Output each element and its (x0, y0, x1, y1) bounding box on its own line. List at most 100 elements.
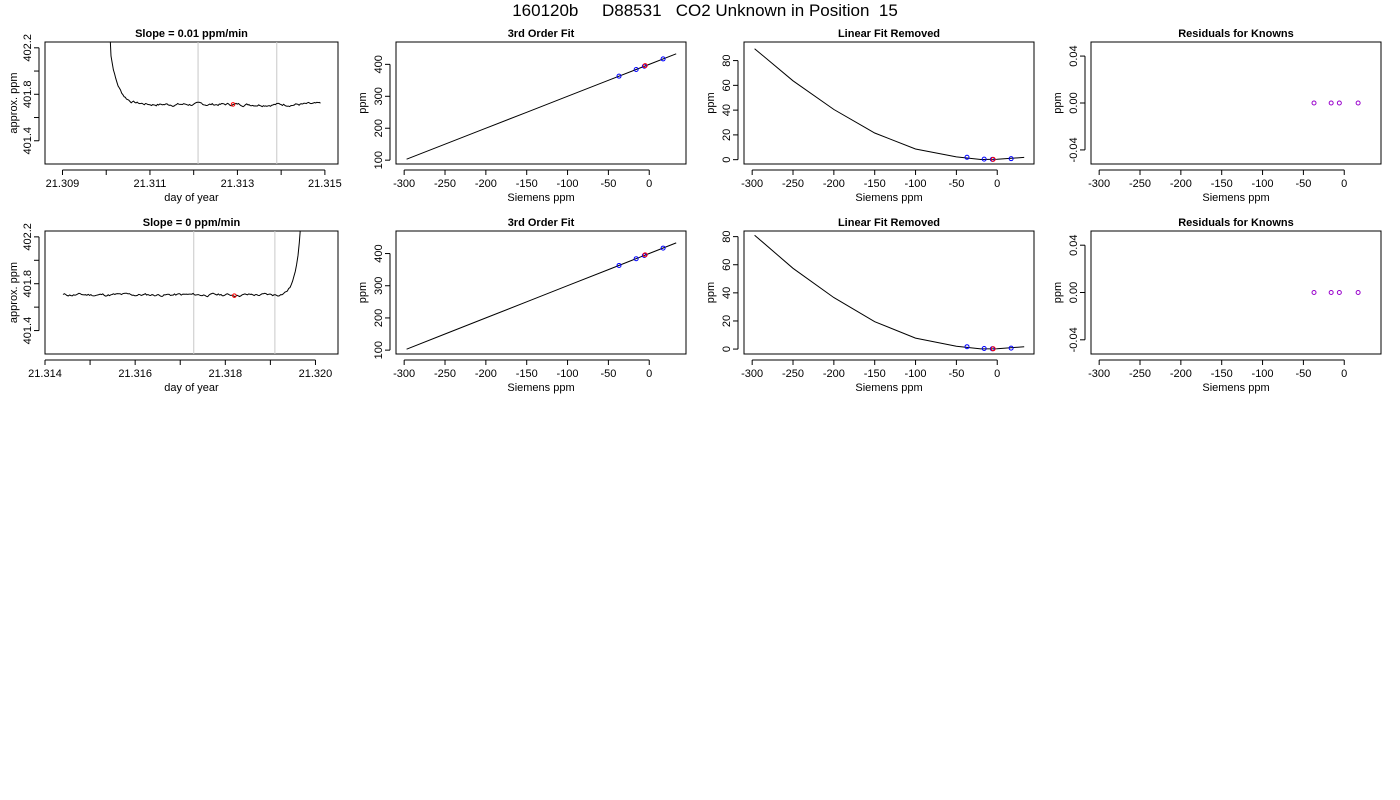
x-tick-label: -300 (393, 178, 415, 190)
x-tick-label: 21.315 (308, 178, 342, 190)
known-point (1355, 100, 1361, 106)
ppm-trace (109, 42, 321, 108)
x-tick-label: 21.309 (46, 178, 80, 190)
plot-frame (1090, 41, 1382, 165)
y-tick-label: 40 (721, 104, 733, 116)
panel-res-top: Residuals for Knowns -300 -250 -200 -150 -100… (1052, 28, 1382, 204)
y-tick-label: 402.2 (22, 223, 34, 251)
x-axis-label: Siemens ppm (1202, 192, 1269, 204)
x-tick-label: 21.313 (221, 178, 255, 190)
plot-frame (44, 41, 339, 165)
known-point (1355, 290, 1361, 295)
y-tick-label: 0.00 (1068, 92, 1080, 113)
x-tick-label: -100 (1252, 368, 1274, 380)
plot-area (1311, 290, 1361, 295)
x-tick-label: -250 (1129, 368, 1151, 380)
fit-curve (754, 48, 1025, 161)
panel-title: Linear Fit Removed (838, 28, 940, 40)
y-axis-label: ppm (357, 282, 369, 303)
known-point (1328, 290, 1334, 295)
known-point (1008, 345, 1014, 351)
known-point (660, 56, 666, 62)
plot-area (406, 242, 677, 350)
panel-title: Slope = 0 ppm/min (143, 217, 241, 229)
y-tick-label: 60 (721, 259, 733, 271)
panel-fit-bottom: 3rd Order Fit -300 -250 -200 -150 -100 -50 0 Sie… (357, 217, 687, 394)
unknown-point (990, 346, 996, 352)
x-axis-label: day of year (164, 382, 219, 394)
y-axis-label: ppm (357, 92, 369, 113)
y-tick-label: 100 (373, 151, 385, 169)
sample-marker (232, 293, 237, 298)
fit-curve (406, 53, 677, 160)
plot-frame (395, 230, 687, 355)
panel-lin-bottom: Linear Fit Removed -300 -250 -200 -150 -100 -5… (705, 217, 1035, 394)
sample-marker (230, 102, 236, 107)
unknown-point (642, 252, 648, 258)
plot-frame (395, 41, 687, 165)
known-point (616, 262, 622, 268)
y-tick-label: 0.00 (1068, 282, 1080, 303)
x-tick-label: -250 (434, 368, 456, 380)
x-tick-label: -100 (557, 368, 579, 380)
x-tick-label: -250 (782, 368, 804, 380)
x-tick-label: -50 (600, 178, 616, 190)
x-axis-label: Siemens ppm (1202, 382, 1269, 394)
y-tick-label: 60 (721, 79, 733, 91)
x-tick-label: -50 (600, 368, 616, 380)
x-axis-label: Siemens ppm (507, 382, 574, 394)
x-tick-label: -50 (1295, 178, 1311, 190)
x-axis-label: Siemens ppm (855, 382, 922, 394)
y-tick-label: 400 (373, 55, 385, 73)
known-point (964, 154, 970, 160)
x-tick-label: -150 (516, 368, 538, 380)
plot-area (406, 53, 677, 160)
panel-title: Residuals for Knowns (1178, 28, 1294, 40)
x-tick-label: 21.318 (208, 368, 242, 380)
plot-area (754, 48, 1025, 162)
x-tick-label: 0 (994, 368, 1000, 380)
x-tick-label: 21.320 (299, 368, 333, 380)
y-axis-label: ppm (1052, 282, 1064, 303)
known-point (616, 73, 622, 79)
fit-curve (406, 242, 677, 350)
y-tick-label: 400 (373, 244, 385, 262)
x-tick-label: 21.314 (28, 368, 62, 380)
x-tick-label: -200 (823, 368, 845, 380)
known-point (633, 66, 639, 72)
y-tick-label: 200 (373, 309, 385, 327)
x-axis-label: Siemens ppm (507, 192, 574, 204)
x-tick-label: 0 (646, 368, 652, 380)
y-tick-label: 20 (721, 315, 733, 327)
panel-title: 3rd Order Fit (508, 28, 575, 40)
fit-curve (754, 234, 1025, 350)
y-tick-label: 0 (721, 346, 733, 352)
known-point (964, 344, 970, 350)
x-tick-label: -200 (475, 368, 497, 380)
panel-res-bottom: Residuals for Knowns -300 -250 -200 -150 -100… (1052, 217, 1382, 394)
x-tick-label: -250 (1129, 178, 1151, 190)
x-tick-label: 0 (994, 178, 1000, 190)
unknown-point (990, 156, 996, 162)
plot-frame (743, 230, 1035, 355)
x-axis-label: day of year (164, 192, 219, 204)
x-axis-label: Siemens ppm (855, 192, 922, 204)
unknown-point (642, 63, 648, 69)
y-tick-label: 100 (373, 341, 385, 359)
x-tick-label: -200 (823, 178, 845, 190)
panel-slope-bottom: Slope = 0 ppm/min 21.314 21.316 21.318 21.32… (8, 217, 339, 394)
x-tick-label: -200 (1170, 368, 1192, 380)
y-tick-label: 80 (721, 54, 733, 66)
plot-frame (1090, 230, 1382, 355)
x-tick-label: -50 (948, 368, 964, 380)
y-tick-label: 401.4 (22, 317, 34, 345)
known-point (633, 256, 639, 262)
y-tick-label: 0.04 (1068, 234, 1080, 255)
x-tick-label: -250 (782, 178, 804, 190)
y-tick-label: 401.8 (22, 270, 34, 298)
x-tick-label: -150 (1211, 368, 1233, 380)
plot-area (62, 231, 301, 354)
y-tick-label: 401.4 (22, 127, 34, 155)
x-tick-label: -100 (557, 178, 579, 190)
